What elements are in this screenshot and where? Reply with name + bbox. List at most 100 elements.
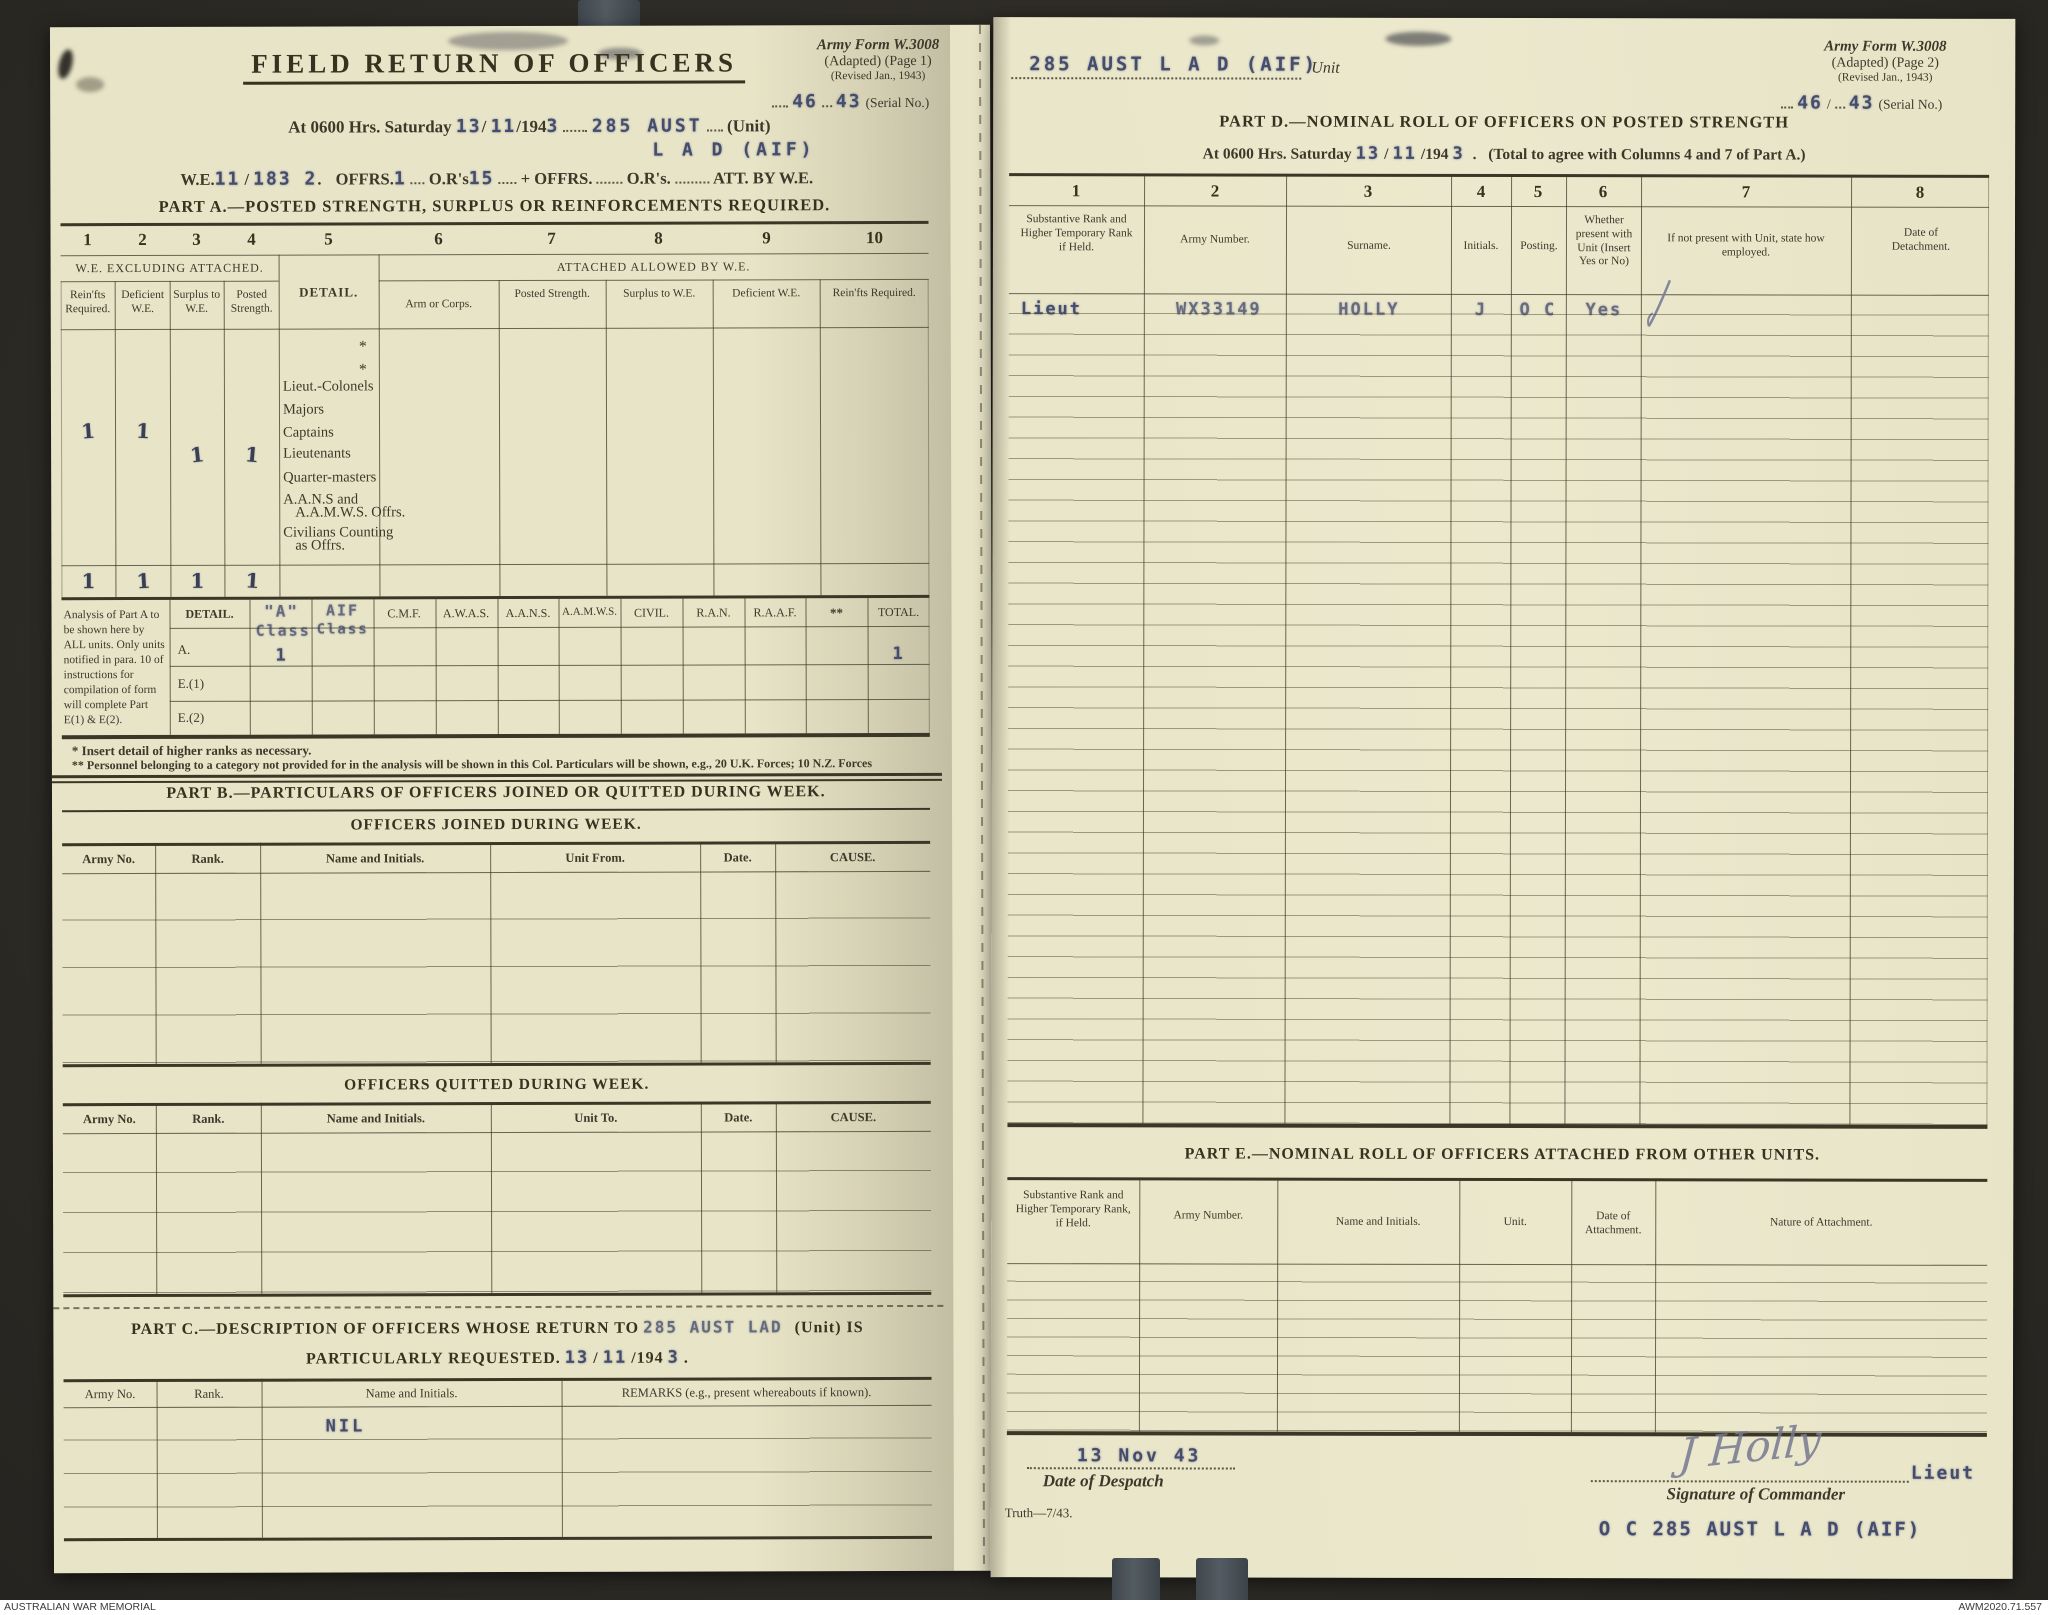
col-number: 6 (434, 229, 443, 249)
part-d-table: 1 2 3 4 5 6 7 8 Substantive Rank and Hig… (1007, 173, 1990, 1131)
nil-entry: NIL (325, 1416, 366, 1437)
signature-unit-typed: O C 285 AUST L A D (AIF) (1598, 1518, 1922, 1541)
part-c-table: Army No. Rank. Name and Initials. REMARK… (63, 1376, 932, 1542)
detail-header: DETAIL. (185, 606, 234, 621)
smudge (1189, 35, 1220, 46)
footnote-2: ** Personnel belonging to a category not… (71, 756, 873, 773)
quitted-col: Date. (724, 1110, 753, 1125)
rank-row: Lieutenants (283, 445, 351, 462)
part-d-col: Surname. (1347, 239, 1391, 252)
empty-rows (62, 870, 931, 1065)
col-number: 6 (1598, 182, 1608, 202)
dotted-leader (1781, 93, 1794, 109)
col-number: 5 (1533, 182, 1543, 202)
officers-joined-title: OFFICERS JOINED DURING WEEK. (350, 815, 642, 834)
analysis-row-label: E.(2) (177, 709, 205, 725)
subheader: Arm or Corps. (405, 298, 473, 311)
part-e-col: Substantive Rank and Higher Temporary Ra… (1015, 1189, 1131, 1229)
part-e-col: Date of Attachment. (1584, 1210, 1642, 1237)
serial-number-label: (Serial No.) (865, 94, 930, 111)
subheader: Posted Strength. (514, 287, 590, 301)
dotted-leader (563, 116, 588, 132)
detail-col-header: DETAIL. (299, 284, 359, 300)
part-b-title: PART B.—PARTICULARS OF OFFICERS JOINED O… (166, 783, 826, 802)
table-rule (1006, 1431, 1987, 1437)
joined-col: Army No. (82, 852, 136, 867)
table-rule (1007, 1123, 1988, 1129)
part-e-col: Army Number. (1173, 1209, 1244, 1222)
officers-joined-table: Army No. Rank. Name and Initials. Unit F… (62, 840, 931, 1068)
table-line (169, 698, 930, 702)
part-d-col: Whether present with Unit (Insert Yes or… (1575, 214, 1633, 268)
signature-label: Signature of Commander (1666, 1484, 1846, 1504)
typed-col-a-class: Class (255, 621, 311, 640)
table-rule (1007, 1177, 1988, 1182)
col-number: 2 (138, 229, 147, 250)
year-value: 3 (546, 115, 560, 137)
analysis-col-other: ** (829, 605, 844, 621)
col-number: 10 (866, 228, 884, 248)
col-number: 4 (1476, 181, 1486, 201)
dotted-leader (674, 168, 709, 184)
part-c-title-2: (Unit) IS (794, 1319, 864, 1337)
unit-name-typed: 285 AUST L A D (AIF) (1029, 53, 1319, 76)
quitted-col: CAUSE. (830, 1110, 877, 1125)
col-number: 7 (1741, 182, 1751, 202)
form-reference-block: Army Form W.3008 (Adapted) (Page 2) (Rev… (1787, 38, 1983, 84)
subheader: Surplus to W.E. (173, 288, 221, 315)
quitted-col: Army No. (82, 1112, 136, 1127)
table-line (156, 1378, 158, 1538)
page-title-wrap: FIELD RETURN OF OFFICERS (60, 47, 928, 85)
dotted-leader (821, 92, 832, 108)
col-number: 8 (654, 228, 663, 248)
quitted-col: Name and Initials. (326, 1111, 425, 1126)
we-label: W.E. (180, 169, 215, 189)
slash: / (481, 117, 487, 137)
ors-label-2: O.R's. (626, 168, 671, 188)
plus-offrs-label: + OFFRS. (520, 168, 593, 189)
col-number: 5 (324, 229, 333, 249)
slash: / (244, 169, 250, 189)
subheader: Deficient W.E. (121, 288, 165, 315)
awm-caption-left: AUSTRALIAN WAR MEMORIAL (4, 1601, 156, 1613)
att-by-we-label: ATT. BY W.E. (712, 168, 814, 188)
dotted-leader (1834, 93, 1845, 109)
empty-rows (1007, 293, 1989, 1125)
rank-row: Captains (283, 424, 334, 441)
footnote-star: * (358, 338, 367, 356)
table-line (558, 598, 560, 734)
joined-col: CAUSE. (829, 850, 876, 865)
part-c-day: 13 (564, 1347, 590, 1368)
part-c-year: 3 (667, 1347, 680, 1368)
unit-label: (Unit) (727, 116, 771, 136)
total-note: (Total to agree with Columns 4 and 7 of … (1488, 145, 1806, 164)
analysis-row-label: A. (177, 641, 191, 657)
table-line (261, 1378, 263, 1538)
joined-col: Rank. (191, 851, 224, 866)
period: . (1468, 145, 1485, 163)
offrs-label: OFFRS. (335, 169, 394, 189)
unit-name-typed-line2: L A D (AIF) (652, 139, 816, 161)
col-number: 9 (762, 228, 771, 248)
year-value: 3 (1452, 143, 1465, 164)
unit-label: Unit (1311, 59, 1340, 77)
part-c-title-line2: PARTICULARLY REQUESTED. 13 / 11 /194 3 . (63, 1347, 931, 1369)
col-number: 3 (192, 229, 201, 249)
typed-col-aif-class: Class (316, 621, 369, 638)
dotted-leader (706, 116, 723, 132)
entry-surplus-we: 1 (188, 442, 206, 468)
binder-clip-bottom-right (1196, 1558, 1248, 1602)
subheader: Posted Strength. (230, 288, 273, 315)
table-rule (63, 1376, 932, 1383)
dotted-line (1011, 77, 1302, 80)
entry-deficient-we: 1 (135, 418, 151, 444)
col-number: 7 (547, 228, 556, 248)
ors-label: O.R's (428, 169, 469, 189)
serial-number-value-2: 43 (1848, 92, 1875, 114)
footnote-star: * (358, 361, 367, 379)
typed-col-a-value: 1 (275, 645, 288, 666)
serial-number-value: 46 (1797, 92, 1823, 114)
quitted-col: Rank. (192, 1111, 225, 1126)
particularly-requested-label: PARTICULARLY REQUESTED. (305, 1349, 561, 1368)
col-number: 1 (83, 230, 92, 250)
